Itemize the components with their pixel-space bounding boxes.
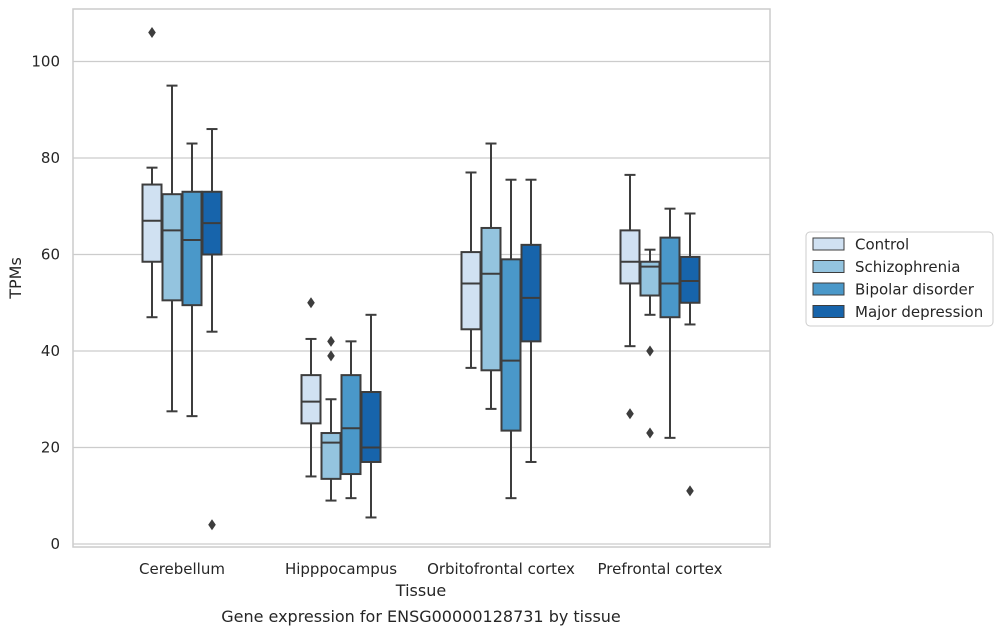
box-body: [659, 236, 681, 319]
y-tick-label: 0: [50, 535, 60, 553]
legend-label: Schizophrenia: [855, 258, 960, 276]
y-axis-title: TPMs: [6, 257, 25, 300]
y-tick-label: 40: [41, 342, 60, 360]
box-body: [320, 432, 342, 480]
legend-swatch: [812, 305, 845, 318]
outlier-point: [148, 27, 156, 39]
box-body: [460, 251, 482, 331]
outlier-point: [686, 485, 694, 497]
box-3-1: [360, 313, 382, 519]
box-body: [141, 183, 163, 263]
box-body: [300, 374, 322, 425]
box-body: [161, 193, 183, 302]
legend-swatch: [812, 260, 845, 273]
outlier-point: [327, 335, 335, 347]
box-1-0: [161, 84, 183, 413]
y-tick-label: 100: [31, 53, 60, 71]
outlier-point: [307, 297, 315, 309]
box-0-2: [460, 171, 482, 369]
x-tick-label: Hipppocampus: [285, 560, 397, 578]
y-tick-label: 20: [41, 439, 60, 457]
outlier-point: [626, 408, 634, 420]
y-tick-label: 60: [41, 246, 60, 264]
legend-label: Bipolar disorder: [855, 281, 975, 299]
box-body: [480, 226, 502, 372]
box-groups: [141, 27, 701, 531]
box-0-1: [300, 297, 322, 478]
x-tick-label: Orbitofrontal cortex: [427, 560, 575, 578]
plot-frame: [72, 8, 771, 548]
legend: Control Schizophrenia Bipolar disorder Majo…: [805, 231, 994, 327]
x-axis-title: Tissue: [395, 581, 446, 600]
y-tick-labels: 0 20 40 60 80 100: [31, 53, 60, 554]
outlier-point: [208, 519, 216, 531]
legend-swatch: [812, 282, 845, 296]
box-0-0: [141, 27, 163, 319]
box-body: [520, 243, 542, 343]
box-0-3: [619, 173, 641, 420]
box-2-2: [500, 178, 522, 500]
box-body: [181, 190, 203, 307]
box-1-1: [320, 335, 342, 502]
x-tick-label: Prefrontal cortex: [598, 560, 723, 578]
box-body: [619, 229, 641, 285]
x-tick-labels: Cerebellum Hipppocampus Orbitofrontal cort…: [139, 560, 723, 578]
y-tick-label: 80: [41, 149, 60, 167]
box-3-3: [679, 212, 701, 497]
outlier-point: [646, 345, 654, 357]
legend-label: Control: [855, 236, 909, 254]
box-2-0: [181, 142, 203, 418]
box-body: [679, 255, 701, 304]
box-3-0: [201, 128, 223, 531]
box-body: [340, 374, 362, 476]
legend-label: Major depression: [855, 303, 983, 321]
chart-title: Gene expression for ENSG00000128731 by t…: [221, 607, 621, 626]
box-body: [500, 258, 522, 432]
box-body: [360, 391, 382, 463]
outlier-point: [327, 350, 335, 362]
legend-swatch: [812, 237, 845, 251]
outlier-point: [646, 427, 654, 439]
legend-frame: [805, 231, 994, 327]
x-tick-label: Cerebellum: [139, 560, 225, 578]
box-3-2: [520, 178, 542, 463]
